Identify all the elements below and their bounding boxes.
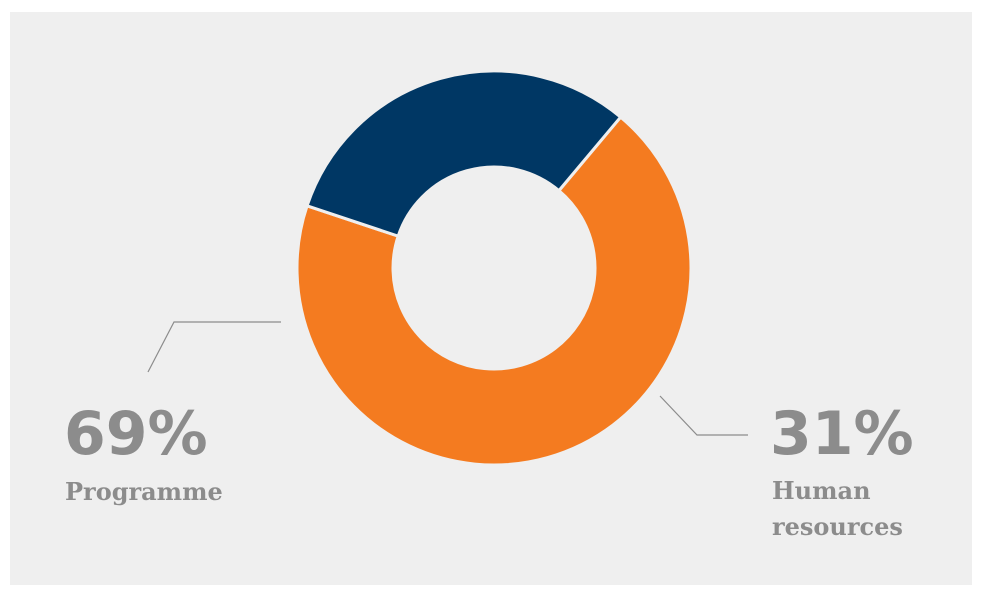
leader-line-human-resources — [659, 395, 748, 436]
data-label-human-resources-value: 31% — [770, 399, 914, 469]
data-label-programme-name: Programme — [65, 477, 223, 506]
data-label-human-resources-name-line2: resources — [772, 512, 903, 541]
data-label-human-resources-name-line1: Human — [772, 476, 871, 505]
donut-slice-programme — [295, 115, 693, 467]
donut-slice-human-resources — [305, 69, 623, 238]
leader-line-programme — [147, 321, 281, 373]
data-label-programme-value: 69% — [64, 399, 208, 469]
